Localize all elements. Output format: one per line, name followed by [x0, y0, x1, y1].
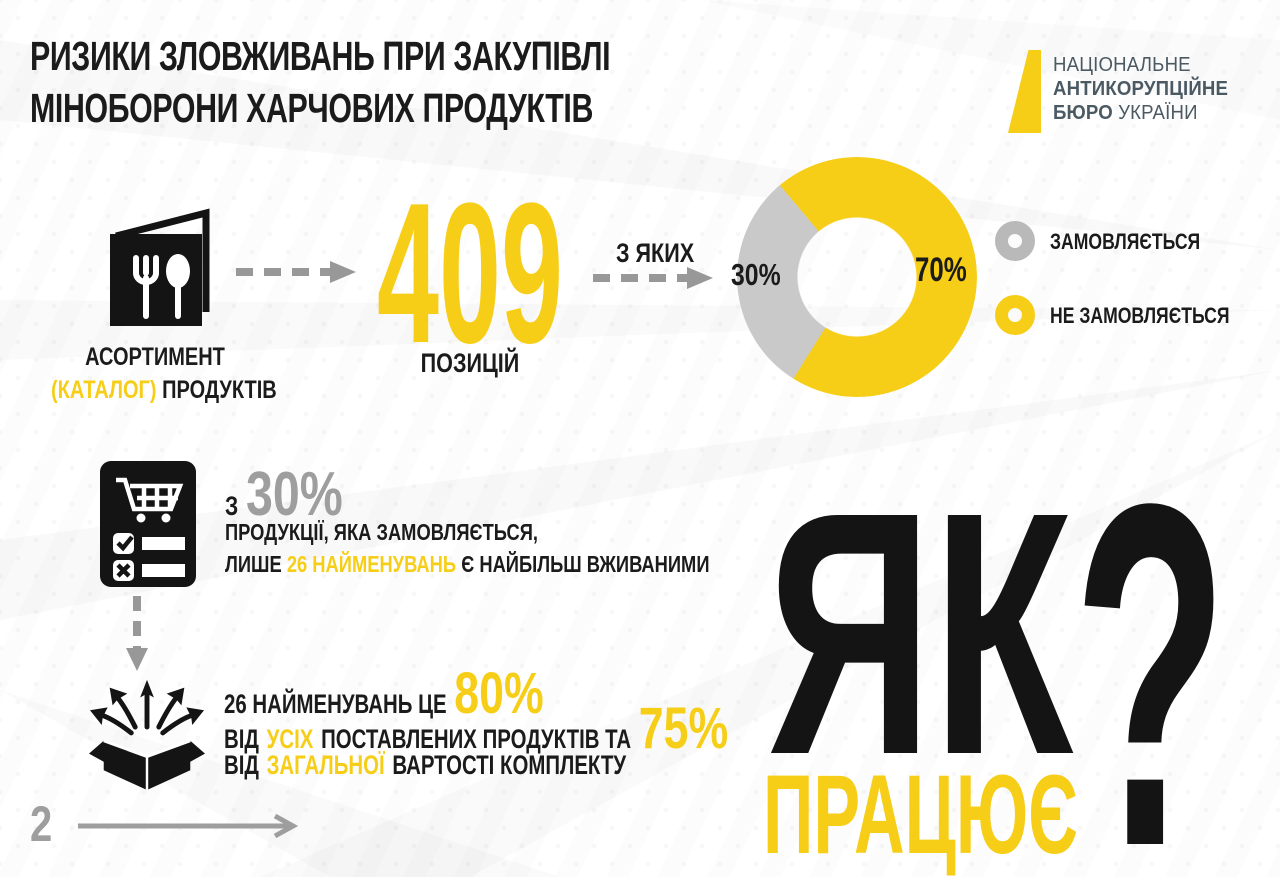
nabu-logo: НАЦІОНАЛЬНЕ АНТИКОРУПЦІЙНЕ БЮРО УКРАЇНИ	[1008, 50, 1258, 135]
logo-line3-bold: БЮРО	[1053, 102, 1113, 124]
positions-count-label: ПОЗИЦІЙ	[420, 348, 520, 378]
page-number: 2	[30, 796, 53, 852]
top26-line1: 26 НАЙМЕНУВАНЬ ЦЕ 80%	[224, 665, 544, 723]
open-box-icon	[88, 679, 206, 790]
ordered-line2-highlight: 26 НАЙМЕНУВАНЬ	[286, 551, 457, 577]
ordered-stat-prefix: З	[225, 491, 239, 521]
catalog-label-rest: ПРОДУКТІВ	[162, 376, 277, 404]
big-question-subtitle: ПРАЦЮЄ	[763, 752, 1078, 877]
top26-line3: ВІД ЗАГАЛЬНОЇ ВАРТОСТІ КОМПЛЕКТУ	[224, 752, 626, 779]
donut-label-30: 30%	[731, 257, 781, 292]
top26-line2: ВІД УСІХ ПОСТАВЛЕНИХ ПРОДУКТІВ ТА 75%	[224, 700, 728, 758]
dashed-arrow-down-icon	[126, 596, 148, 671]
top26-line2-start: ВІД	[224, 724, 259, 754]
catalog-label-line1: АСОРТИМЕНТ	[85, 343, 225, 371]
positions-count-value: 409	[377, 194, 563, 348]
donut-label-70: 70%	[915, 251, 967, 289]
positions-count: 409	[377, 194, 563, 348]
top26-line2-end: ПОСТАВЛЕНИХ ПРОДУКТІВ ТА	[321, 724, 632, 754]
logo-line1: НАЦІОНАЛЬНЕ	[1053, 54, 1191, 76]
ordered-line2-start: ЛИШЕ	[225, 551, 282, 577]
top26-line3-start: ВІД	[224, 750, 259, 780]
top26-line1-percent: 80%	[454, 661, 544, 726]
ordered-line2-end: Є НАЙБІЛЬШ ВЖИВАНИМИ	[461, 551, 710, 577]
top26-line2-highlight: УСІХ	[266, 724, 314, 754]
menu-catalog-icon	[110, 208, 210, 326]
page-title-line1: РИЗИКИ ЗЛОВЖИВАНЬ ПРИ ЗАКУПІВЛІ	[30, 33, 611, 79]
dashed-arrow-right-icon	[236, 261, 356, 283]
dashed-arrow-right-icon	[593, 267, 713, 289]
ordered-text-line2: ЛИШЕ 26 НАЙМЕНУВАНЬ Є НАЙБІЛЬШ ВЖИВАНИМИ	[225, 551, 710, 578]
legend-dot-not-ordered	[995, 295, 1035, 335]
page-title-line2: МІНОБОРОНИ ХАРЧОВИХ ПРОДУКТІВ	[30, 85, 594, 131]
logo-line2: АНТИКОРУПЦІЙНЕ	[1053, 78, 1229, 100]
top26-line3-highlight: ЗАГАЛЬНОЇ	[266, 750, 385, 780]
donut-chart	[737, 157, 977, 397]
top26-line3-end: ВАРТОСТІ КОМПЛЕКТУ	[392, 750, 627, 780]
ordered-text-line1: ПРОДУКЦІЇ, ЯКА ЗАМОВЛЯЄТЬСЯ,	[225, 519, 538, 545]
logo-line3: БЮРО УКРАЇНИ	[1053, 101, 1228, 125]
top26-line2-percent: 75%	[638, 696, 729, 761]
page-arrow-icon	[78, 813, 299, 839]
nabu-logo-text: НАЦІОНАЛЬНЕ АНТИКОРУПЦІЙНЕ БЮРО УКРАЇНИ	[1053, 53, 1228, 125]
ordered-stat-percent: 30%	[245, 460, 343, 529]
legend-label-not-ordered: НЕ ЗАМОВЛЯЄТЬСЯ	[1050, 303, 1230, 328]
logo-line3-regular: УКРАЇНИ	[1118, 102, 1198, 124]
big-question-block: ЯК ? ПРАЦЮЄ	[763, 481, 1228, 877]
top26-line1-text: 26 НАЙМЕНУВАНЬ ЦЕ	[224, 689, 447, 719]
big-question-mark: ?	[1073, 481, 1228, 877]
nabu-logo-icon	[1008, 50, 1041, 133]
page-title: РИЗИКИ ЗЛОВЖИВАНЬ ПРИ ЗАКУПІВЛІ МІНОБОРО…	[30, 30, 611, 134]
catalog-label-line2: (КАТАЛОГ) ПРОДУКТІВ	[51, 374, 277, 407]
of-which-label: З ЯКИХ	[616, 238, 695, 268]
big-question-word: ЯК	[767, 481, 1076, 827]
legend-label-ordered: ЗАМОВЛЯЄТЬСЯ	[1050, 229, 1201, 254]
ordered-stat: З 30%	[225, 464, 343, 526]
catalog-label: АСОРТИМЕНТ (КАТАЛОГ) ПРОДУКТІВ	[51, 341, 277, 407]
cart-checklist-icon	[100, 461, 196, 587]
legend-dot-ordered	[995, 221, 1035, 261]
catalog-label-highlight: (КАТАЛОГ)	[51, 376, 157, 404]
